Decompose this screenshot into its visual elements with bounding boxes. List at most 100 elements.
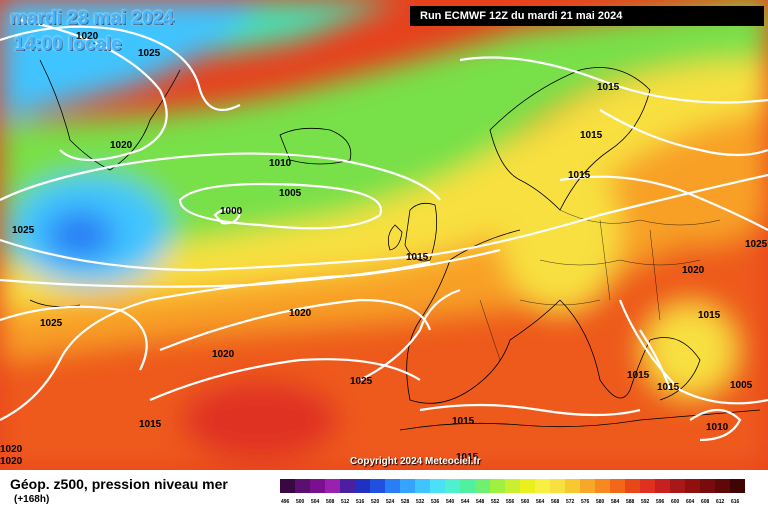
scale-label: 528 bbox=[401, 499, 410, 505]
scale-label: 588 bbox=[626, 499, 635, 505]
scale-label: 616 bbox=[731, 499, 740, 505]
scale-label: 532 bbox=[416, 499, 425, 505]
weather-map: 1020 1025 1020 1010 1005 1000 1025 1025 … bbox=[0, 0, 768, 470]
scale-swatch bbox=[535, 479, 550, 493]
lead-time: (+168h) bbox=[14, 494, 50, 505]
scale-label: 520 bbox=[371, 499, 380, 505]
scale-swatch bbox=[385, 479, 400, 493]
scale-swatch bbox=[475, 479, 490, 493]
forecast-date: mardi 28 mai 2024 bbox=[10, 8, 174, 29]
scale-label: 604 bbox=[686, 499, 695, 505]
scale-swatch bbox=[355, 479, 370, 493]
scale-label: 560 bbox=[521, 499, 530, 505]
scale-swatch bbox=[415, 479, 430, 493]
geopotential-shading bbox=[0, 0, 768, 470]
isobar-label: 1015 bbox=[139, 419, 162, 430]
isobar-label: 1015 bbox=[568, 170, 591, 181]
scale-label: 608 bbox=[701, 499, 710, 505]
isobar-label: 1020 bbox=[76, 31, 99, 42]
parameter-title: Géop. z500, pression niveau mer bbox=[10, 476, 228, 492]
scale-swatch bbox=[625, 479, 640, 493]
scale-swatch bbox=[370, 479, 385, 493]
scale-swatch bbox=[715, 479, 730, 493]
scale-label: 540 bbox=[446, 499, 455, 505]
scale-label: 548 bbox=[476, 499, 485, 505]
scale-swatch bbox=[295, 479, 310, 493]
scale-label: 596 bbox=[656, 499, 665, 505]
isobar-label: 1015 bbox=[456, 452, 479, 463]
scale-label: 512 bbox=[341, 499, 350, 505]
scale-swatch bbox=[280, 479, 295, 493]
isobar-label: 1020 bbox=[212, 349, 235, 360]
isobar-label: 1010 bbox=[269, 158, 292, 169]
scale-label: 508 bbox=[326, 499, 335, 505]
scale-swatch bbox=[505, 479, 520, 493]
scale-swatch bbox=[325, 479, 340, 493]
scale-swatch bbox=[550, 479, 565, 493]
scale-swatch bbox=[595, 479, 610, 493]
isobar-label: 1020 bbox=[682, 265, 705, 276]
scale-swatch bbox=[565, 479, 580, 493]
scale-label: 568 bbox=[551, 499, 560, 505]
scale-label: 580 bbox=[596, 499, 605, 505]
model-run-label: Run ECMWF 12Z du mardi 21 mai 2024 bbox=[410, 6, 764, 26]
scale-label: 612 bbox=[716, 499, 725, 505]
forecast-time: 14:00 locale bbox=[14, 34, 122, 55]
scale-swatch bbox=[610, 479, 625, 493]
scale-label: 600 bbox=[671, 499, 680, 505]
isobar-label: 1025 bbox=[350, 376, 373, 387]
isobar-label: 1010 bbox=[706, 422, 729, 433]
scale-label: 516 bbox=[356, 499, 365, 505]
scale-label: 556 bbox=[506, 499, 515, 505]
scale-swatch bbox=[430, 479, 445, 493]
scale-swatch bbox=[340, 479, 355, 493]
isobar-label: 1015 bbox=[657, 382, 680, 393]
scale-swatch bbox=[655, 479, 670, 493]
isobar-label: 1000 bbox=[220, 206, 243, 217]
scale-swatch bbox=[460, 479, 475, 493]
isobar-label: 1020 bbox=[110, 140, 133, 151]
scale-label: 500 bbox=[296, 499, 305, 505]
color-scale: 496 500 504 508 512 516 520 524 528 532 536 540 544 5… bbox=[280, 479, 745, 505]
isobar-label: 1020 bbox=[0, 456, 23, 467]
scale-label: 536 bbox=[431, 499, 440, 505]
scale-swatch bbox=[640, 479, 655, 493]
isobar-label: 1025 bbox=[138, 48, 161, 59]
scale-swatch bbox=[490, 479, 505, 493]
scale-swatch bbox=[520, 479, 535, 493]
scale-swatch bbox=[700, 479, 715, 493]
isobar-label: 1005 bbox=[279, 188, 302, 199]
isobar-label: 1015 bbox=[406, 252, 429, 263]
scale-label: 564 bbox=[536, 499, 545, 505]
isobar-label: 1020 bbox=[289, 308, 312, 319]
isobars bbox=[0, 18, 768, 442]
scale-label: 592 bbox=[641, 499, 650, 505]
z500-field: 1020 1025 1020 1010 1005 1000 1025 1025 … bbox=[0, 0, 768, 470]
isobar-label: 1015 bbox=[452, 416, 475, 427]
isobar-label: 1015 bbox=[698, 310, 721, 321]
isobar-label: 1020 bbox=[0, 444, 23, 455]
scale-swatch bbox=[400, 479, 415, 493]
scale-swatch bbox=[310, 479, 325, 493]
isobar-label: 1025 bbox=[12, 225, 35, 236]
scale-label: 544 bbox=[461, 499, 470, 505]
scale-label: 572 bbox=[566, 499, 575, 505]
scale-label: 504 bbox=[311, 499, 320, 505]
scale-label: 584 bbox=[611, 499, 620, 505]
isobar-label: 1015 bbox=[627, 370, 650, 381]
scale-label: 496 bbox=[281, 499, 290, 505]
isobar-label: 1015 bbox=[580, 130, 603, 141]
scale-label: 576 bbox=[581, 499, 590, 505]
scale-label: 524 bbox=[386, 499, 395, 505]
isobar-label: 1025 bbox=[40, 318, 63, 329]
scale-swatch bbox=[670, 479, 685, 493]
scale-swatch bbox=[580, 479, 595, 493]
scale-swatch bbox=[730, 479, 745, 493]
scale-swatch bbox=[445, 479, 460, 493]
isobar-label: 1015 bbox=[597, 82, 620, 93]
isobar-label: 1005 bbox=[730, 380, 753, 391]
coastlines bbox=[29, 59, 761, 431]
isobar-labels: 1020 1025 1020 1010 1005 1000 1025 1025 … bbox=[0, 31, 768, 467]
scale-swatch bbox=[685, 479, 700, 493]
scale-label: 552 bbox=[491, 499, 500, 505]
